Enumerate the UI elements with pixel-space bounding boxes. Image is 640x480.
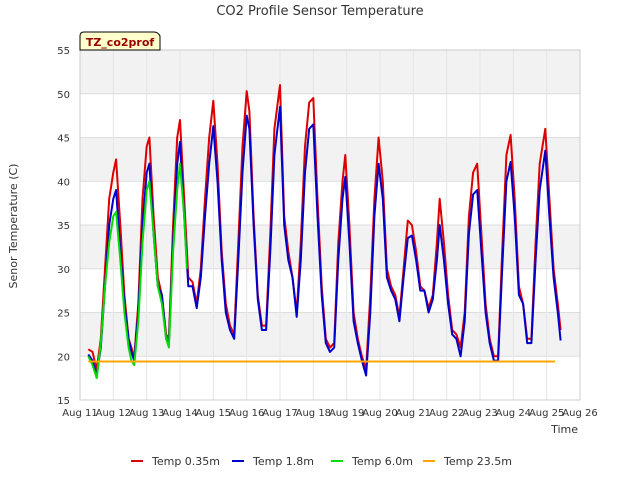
y-tick-label: 45 <box>57 134 70 145</box>
y-tick-label: 25 <box>57 309 70 320</box>
gridlines <box>79 49 581 401</box>
x-axis-label: Time <box>550 423 578 436</box>
x-tick-label: Aug 14 <box>162 408 197 419</box>
background-bands <box>80 50 580 357</box>
x-tick-label: Aug 18 <box>296 408 331 419</box>
y-tick-label: 35 <box>57 221 70 232</box>
x-tick-label: Aug 23 <box>462 408 497 419</box>
x-tick-label: Aug 20 <box>362 408 397 419</box>
plot-area <box>79 49 581 401</box>
legend-label: Temp 1.8m <box>252 455 314 468</box>
x-tick-label: Aug 13 <box>129 408 164 419</box>
x-tick-label: Aug 19 <box>329 408 364 419</box>
annotation-label: TZ_co2prof <box>86 36 155 49</box>
y-axis-label: Senor Temperature (C) <box>7 164 20 289</box>
y-tick-label: 15 <box>57 396 70 407</box>
y-axis-ticks: 15 20 25 30 35 40 45 50 55 <box>57 46 70 407</box>
x-tick-label: Aug 22 <box>429 408 464 419</box>
series-lines <box>87 84 562 380</box>
x-tick-label: Aug 26 <box>562 408 597 419</box>
background-band <box>80 50 580 94</box>
legend-label: Temp 6.0m <box>351 455 413 468</box>
x-tick-label: Aug 12 <box>96 408 131 419</box>
legend: Temp 0.35m Temp 1.8m Temp 6.0m Temp 23.5m <box>131 455 512 468</box>
chart-title: CO2 Profile Sensor Temperature <box>216 4 423 19</box>
background-band <box>80 137 580 182</box>
y-tick-label: 50 <box>57 90 70 101</box>
x-tick-label: Aug 21 <box>396 408 431 419</box>
annotation-box: TZ_co2prof <box>79 31 161 51</box>
x-tick-label: Aug 11 <box>62 408 97 419</box>
y-tick-label: 40 <box>57 177 70 188</box>
y-tick-label: 20 <box>57 352 70 363</box>
y-tick-label: 30 <box>57 265 70 276</box>
background-band <box>80 225 580 269</box>
x-tick-label: Aug 16 <box>229 408 264 419</box>
legend-label: Temp 0.35m <box>151 455 220 468</box>
plot-border <box>79 49 581 401</box>
series-line <box>87 162 188 380</box>
x-tick-label: Aug 17 <box>262 408 297 419</box>
y-tick-label: 55 <box>57 46 70 57</box>
x-tick-label: Aug 24 <box>496 408 531 419</box>
x-tick-label: Aug 15 <box>196 408 231 419</box>
x-tick-label: Aug 25 <box>529 408 564 419</box>
legend-label: Temp 23.5m <box>443 455 512 468</box>
